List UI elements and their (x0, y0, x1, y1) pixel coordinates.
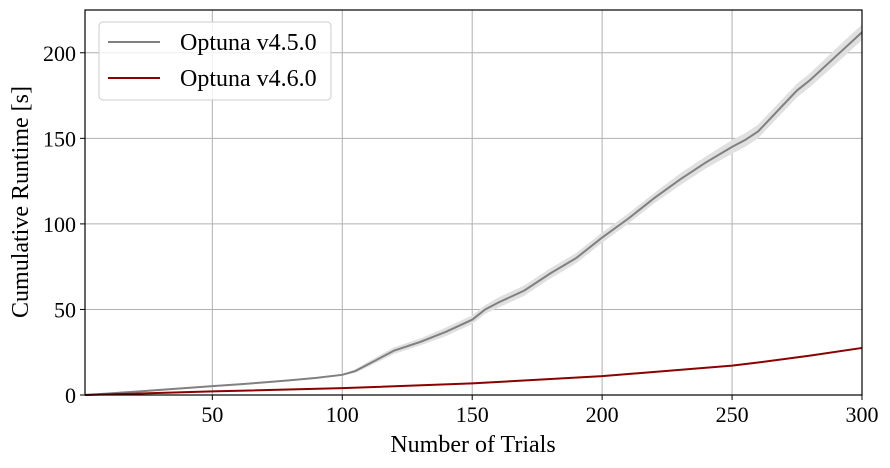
confidence-bands (85, 24, 862, 396)
ticks: 50 100 150 200 250 300 0 50 100 150 200 (43, 41, 879, 427)
y-tick-label: 0 (65, 383, 76, 408)
plot-frame (84, 9, 863, 396)
x-tick-label: 100 (326, 402, 359, 427)
series-lines (84, 31, 863, 396)
confidence-band-0 (85, 24, 862, 396)
y-tick-label: 100 (43, 212, 76, 237)
series-line-1 (84, 346, 863, 396)
legend: Optuna v4.5.0 Optuna v4.6.0 (98, 21, 332, 101)
legend-label-v460: Optuna v4.6.0 (180, 66, 317, 92)
x-axis-label: Number of Trials (390, 432, 555, 458)
x-tick-label: 50 (201, 402, 223, 427)
y-tick-label: 200 (43, 41, 76, 66)
x-tick-label: 250 (716, 402, 749, 427)
y-tick-label: 50 (54, 297, 76, 322)
x-tick-label: 150 (456, 402, 489, 427)
series-line-0 (84, 31, 863, 396)
x-tick-label: 300 (846, 402, 879, 427)
x-tick-label: 200 (586, 402, 619, 427)
legend-label-v450: Optuna v4.5.0 (180, 30, 317, 56)
y-tick-label: 150 (43, 126, 76, 151)
y-axis-label: Cumulative Runtime [s] (8, 86, 34, 318)
